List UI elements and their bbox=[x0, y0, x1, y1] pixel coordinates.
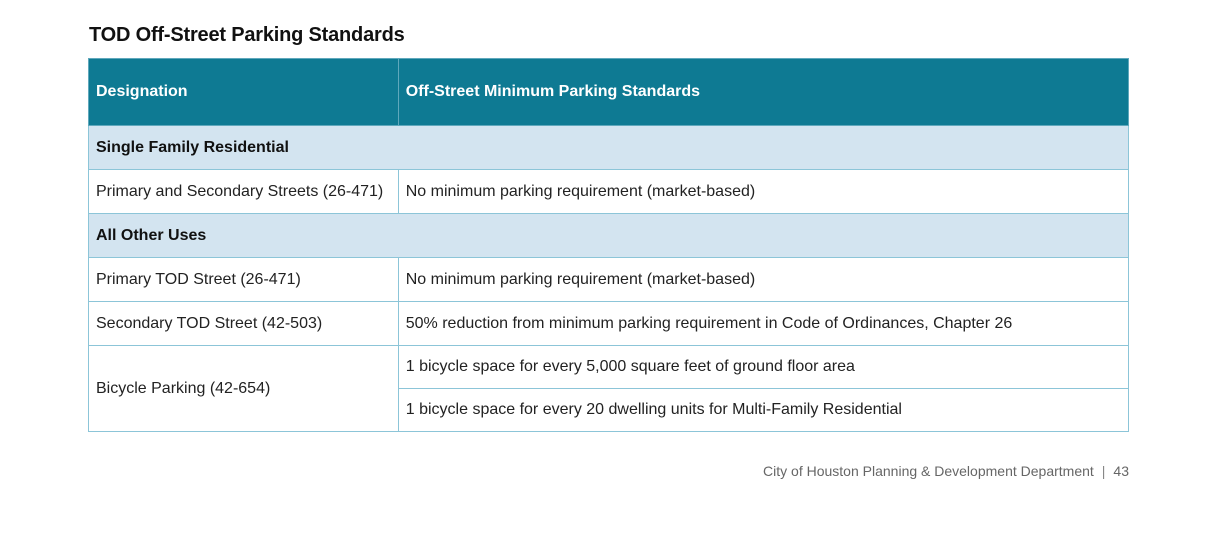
designation-cell: Primary TOD Street (26-471) bbox=[88, 257, 399, 302]
header-designation: Designation bbox=[88, 58, 399, 126]
standards-cell: 1 bicycle space for every 20 dwelling un… bbox=[397, 388, 1130, 432]
section-label: Single Family Residential bbox=[88, 125, 1129, 170]
page-title: TOD Off-Street Parking Standards bbox=[89, 24, 405, 46]
table-row: Primary TOD Street (26-471) No minimum p… bbox=[88, 257, 1130, 302]
designation-cell: Secondary TOD Street (42-503) bbox=[88, 301, 399, 346]
footer-separator: | bbox=[1101, 463, 1106, 479]
designation-cell: Bicycle Parking (42-654) bbox=[88, 345, 399, 432]
table-header-row: Designation Off-Street Minimum Parking S… bbox=[88, 58, 1130, 126]
standards-cell: 50% reduction from minimum parking requi… bbox=[397, 301, 1130, 346]
standards-cell: No minimum parking requirement (market-b… bbox=[397, 169, 1130, 214]
section-label: All Other Uses bbox=[88, 213, 1129, 258]
footer-department: City of Houston Planning & Development D… bbox=[763, 463, 1094, 479]
page-number: 43 bbox=[1113, 463, 1129, 479]
header-standards: Off-Street Minimum Parking Standards bbox=[397, 58, 1130, 126]
standards-cell: No minimum parking requirement (market-b… bbox=[397, 257, 1130, 302]
page-footer: City of Houston Planning & Development D… bbox=[763, 463, 1129, 479]
table-row: Bicycle Parking (42-654) 1 bicycle space… bbox=[88, 345, 1130, 432]
section-row-single-family: Single Family Residential bbox=[88, 125, 1129, 170]
parking-standards-table: Designation Off-Street Minimum Parking S… bbox=[88, 58, 1130, 432]
table-row: 1 bicycle space for every 20 dwelling un… bbox=[89, 388, 1130, 432]
table-row: Primary and Secondary Streets (26-471) N… bbox=[88, 169, 1130, 214]
designation-cell: Primary and Secondary Streets (26-471) bbox=[88, 169, 399, 214]
section-row-all-other-uses: All Other Uses bbox=[88, 213, 1129, 258]
standards-cell: 1 bicycle space for every 5,000 square f… bbox=[397, 345, 1130, 389]
table-row: Secondary TOD Street (42-503) 50% reduct… bbox=[88, 301, 1130, 346]
